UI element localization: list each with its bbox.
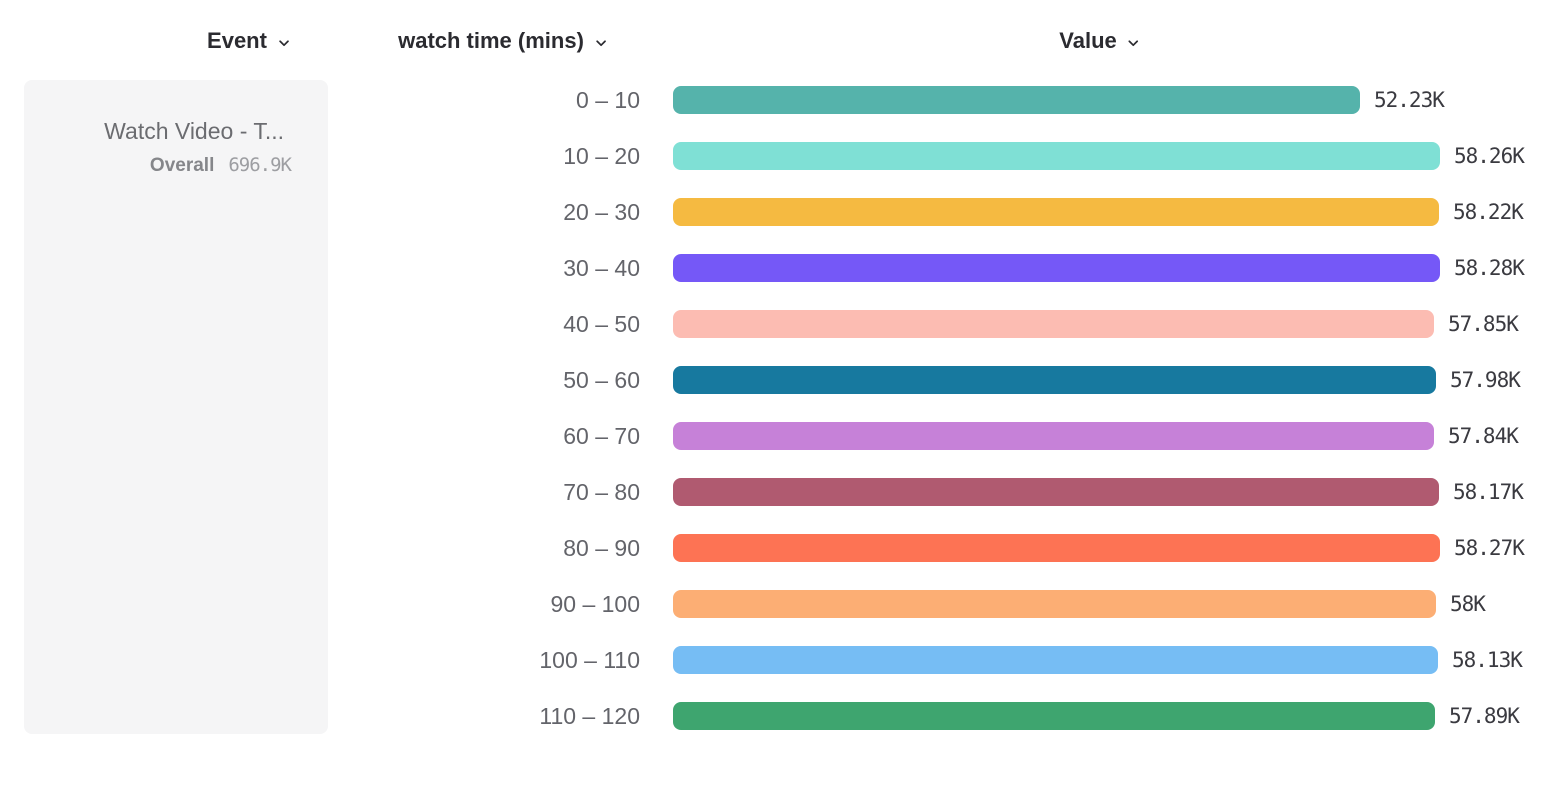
bar-segment[interactable]	[673, 702, 1435, 730]
value-label: 58.13K	[1452, 648, 1523, 672]
overall-row: Overall 696.9K	[44, 154, 292, 177]
chevron-down-icon	[277, 36, 291, 50]
category-label: 30 – 40	[563, 255, 640, 281]
chevron-down-icon	[594, 36, 608, 50]
value-label: 57.85K	[1448, 312, 1519, 336]
value-column-label: Value	[1059, 28, 1117, 53]
chevron-down-icon	[1127, 36, 1141, 50]
bar-segment[interactable]	[673, 366, 1436, 394]
value-label: 58.27K	[1454, 536, 1525, 560]
category-label: 0 – 10	[576, 87, 640, 113]
overall-label: Overall	[149, 155, 215, 176]
category-label: 10 – 20	[563, 143, 640, 169]
chart-row: 60 – 70 57.84K	[0, 422, 1568, 450]
category-label: 60 – 70	[563, 423, 640, 449]
bar-segment[interactable]	[673, 646, 1438, 674]
chart-row: 0 – 10 52.23K	[0, 86, 1568, 114]
value-label: 58.26K	[1454, 144, 1525, 168]
category-label: 90 – 100	[550, 591, 640, 617]
bar-segment[interactable]	[673, 534, 1440, 562]
bar-segment[interactable]	[673, 422, 1434, 450]
chart-row: 40 – 50 57.85K	[0, 310, 1568, 338]
chart-row: 10 – 20 58.26K	[0, 142, 1568, 170]
chart-row: 50 – 60 57.98K	[0, 366, 1568, 394]
chart-row: 70 – 80 58.17K	[0, 478, 1568, 506]
value-column-dropdown[interactable]: Value	[1059, 28, 1140, 54]
breakdown-column-dropdown[interactable]: watch time (mins)	[398, 28, 608, 54]
bar-segment[interactable]	[673, 478, 1439, 506]
bar-segment[interactable]	[673, 310, 1434, 338]
value-label: 58.17K	[1453, 480, 1524, 504]
event-column-label: Event	[207, 28, 267, 53]
value-label: 57.84K	[1448, 424, 1519, 448]
category-label: 80 – 90	[563, 535, 640, 561]
bar-segment[interactable]	[673, 254, 1440, 282]
value-label: 52.23K	[1374, 88, 1445, 112]
event-column-dropdown[interactable]: Event	[207, 28, 291, 54]
chart-row: 90 – 100 58K	[0, 590, 1568, 618]
bar-segment[interactable]	[673, 86, 1360, 114]
chart-row: 80 – 90 58.27K	[0, 534, 1568, 562]
value-label: 57.89K	[1449, 704, 1520, 728]
value-label: 57.98K	[1450, 368, 1521, 392]
bar-segment[interactable]	[673, 198, 1439, 226]
category-label: 50 – 60	[563, 367, 640, 393]
event-card[interactable]: Watch Video - T... Overall 696.9K	[24, 80, 328, 734]
chart-row: 100 – 110 58.13K	[0, 646, 1568, 674]
value-label: 58K	[1450, 592, 1486, 616]
category-label: 100 – 110	[539, 647, 640, 673]
category-label: 40 – 50	[563, 311, 640, 337]
value-label: 58.22K	[1453, 200, 1524, 224]
chart-row: 20 – 30 58.22K	[0, 198, 1568, 226]
value-label: 58.28K	[1454, 256, 1525, 280]
bar-segment[interactable]	[673, 590, 1436, 618]
overall-value: 696.9K	[228, 154, 292, 176]
bar-segment[interactable]	[673, 142, 1440, 170]
chart-row: 110 – 120 57.89K	[0, 702, 1568, 730]
event-title: Watch Video - T...	[104, 118, 284, 144]
category-label: 70 – 80	[563, 479, 640, 505]
category-label: 110 – 120	[539, 703, 640, 729]
category-label: 20 – 30	[563, 199, 640, 225]
breakdown-column-label: watch time (mins)	[398, 28, 584, 53]
chart-row: 30 – 40 58.28K	[0, 254, 1568, 282]
